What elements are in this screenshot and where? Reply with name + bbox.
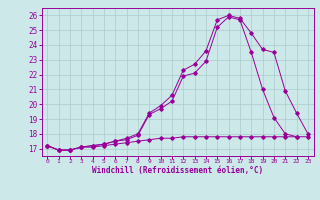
X-axis label: Windchill (Refroidissement éolien,°C): Windchill (Refroidissement éolien,°C) xyxy=(92,166,263,175)
